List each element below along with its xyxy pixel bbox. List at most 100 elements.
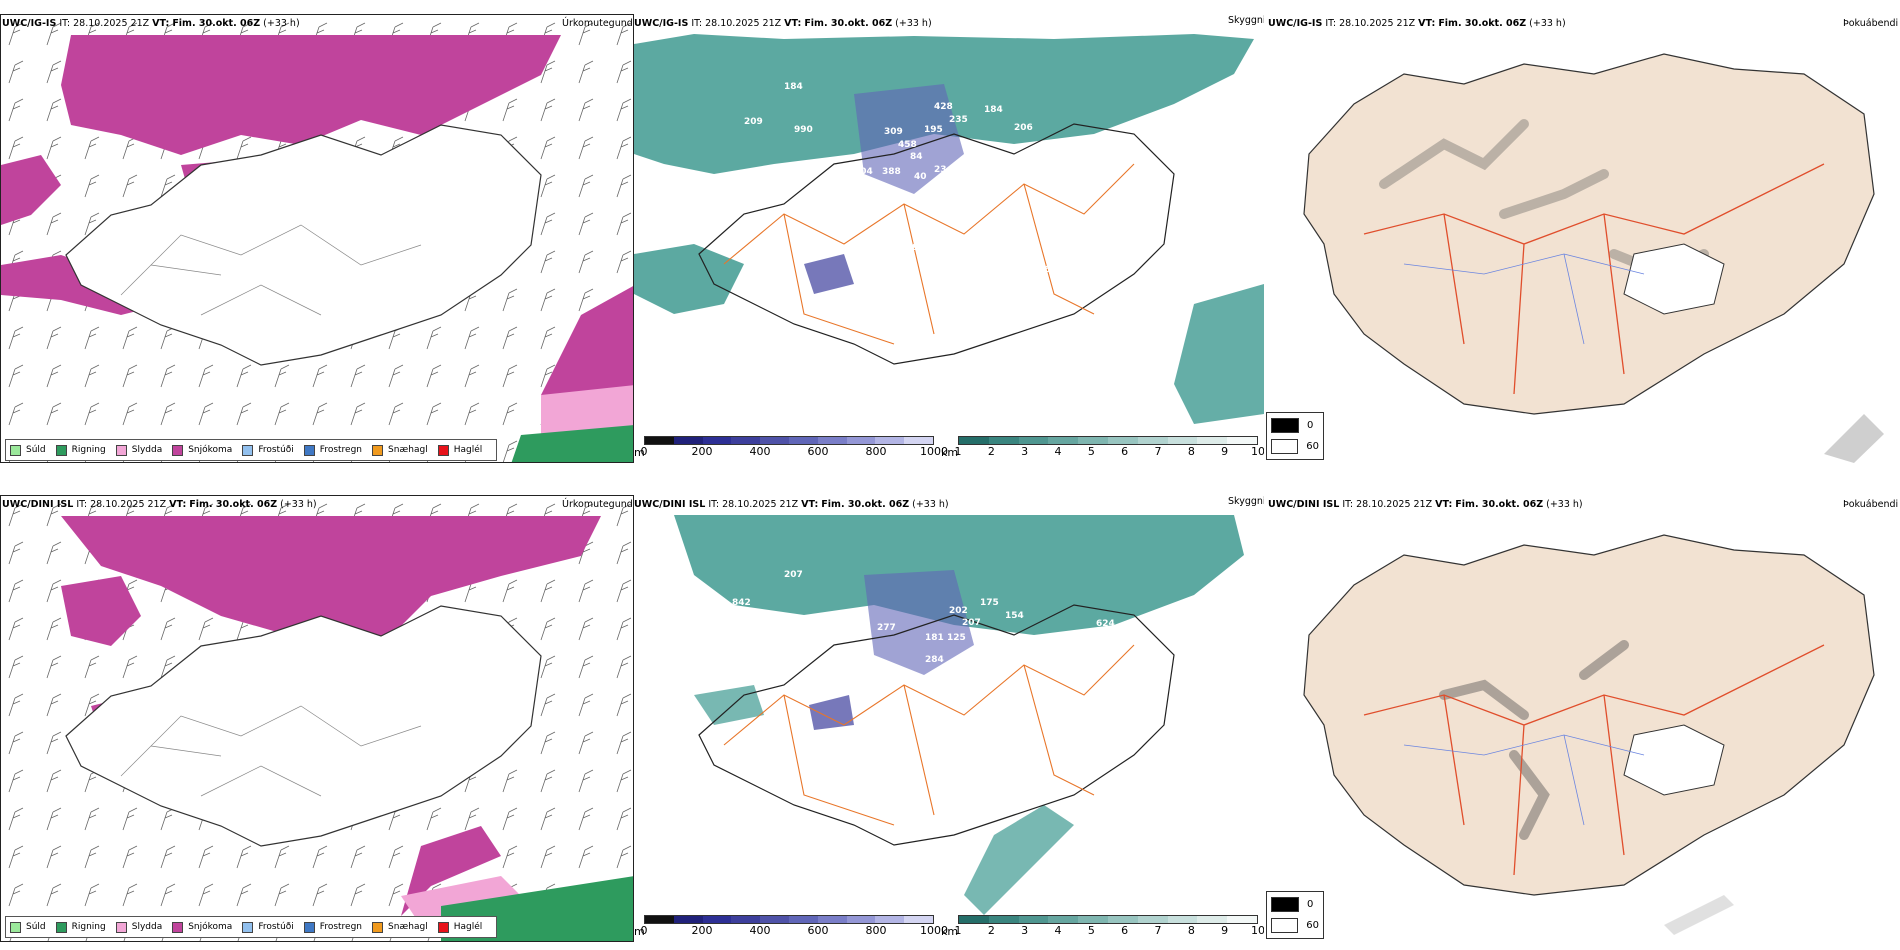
- ceiling-value-label: 199: [954, 192, 973, 202]
- ceiling-value-label: 624: [1096, 619, 1115, 629]
- fog-header-1: UWC/IG-IS IT: 28.10.2025 21Z VT: Fim. 30…: [1268, 18, 1566, 29]
- legend-item-1: Rigning: [55, 444, 106, 456]
- tick-label: 6: [1121, 445, 1129, 458]
- legend-item-5: Frostregn: [303, 921, 363, 933]
- tick-label: 5: [1087, 924, 1095, 937]
- ceiling-value-label: 184: [784, 82, 803, 92]
- fog-swatch-white: [1271, 917, 1299, 933]
- legend-item-4: Frostúði: [242, 921, 294, 933]
- fog-indicator-panel-2: [1264, 495, 1900, 942]
- tick-label: 1: [954, 924, 962, 937]
- legend-item-3: Snjókoma: [172, 921, 233, 933]
- ceiling-value-label: 175: [980, 598, 999, 608]
- ceiling-value-label: 242: [967, 675, 986, 685]
- ceiling-unit-2: m: [634, 925, 645, 938]
- visibility-unit-2: km: [941, 925, 959, 938]
- tick-label: 600: [807, 445, 829, 458]
- ceiling-value-label: 309: [884, 127, 903, 137]
- ceiling-value-label: 206: [1014, 123, 1033, 133]
- precip-map-2: [1, 496, 633, 941]
- legend-item-4: Frostúði: [242, 444, 294, 456]
- legend-item-2: Slydda: [115, 444, 163, 456]
- ceiling-value-label: 140: [906, 242, 925, 252]
- fog-swatch-black: [1271, 896, 1299, 912]
- legend-swatch: [10, 444, 21, 456]
- legend-item-1: Rigning: [55, 921, 106, 933]
- ceiling-value-label: 104: [949, 735, 968, 745]
- tick-label: 0: [640, 924, 648, 937]
- legend-item-7: Haglél: [437, 921, 482, 933]
- fog-indicator-panel-1: [1264, 14, 1900, 463]
- fog-label-high: 60: [1306, 919, 1319, 931]
- ceiling-value-label: 842: [732, 598, 751, 608]
- visibility-title-2: Skyggni: [1228, 496, 1266, 507]
- legend-label: Súld: [26, 922, 46, 932]
- ceiling-value-label: 360: [1038, 265, 1057, 275]
- ceiling-colorbar-2: 0 200 400 600 800 1000: [640, 915, 948, 938]
- ceiling-value-label: 209: [744, 117, 763, 127]
- legend-item-6: Snæhagl: [372, 444, 428, 456]
- tick-label: 10: [1251, 445, 1265, 458]
- legend-label: Frostúði: [258, 922, 294, 932]
- precip-type-legend-2: Súld Rigning Slydda Snjókoma Frostúði Frostre…: [5, 916, 498, 938]
- legend-label: Slydda: [131, 445, 163, 455]
- ceiling-value-label: 154: [1005, 611, 1024, 621]
- fog-map-1: [1303, 53, 1884, 463]
- legend-label: Súld: [26, 445, 46, 455]
- precip-header-1: UWC/IG-IS IT: 28.10.2025 21Z VT: Fim. 30…: [2, 18, 300, 29]
- legend-label: Snæhagl: [388, 445, 428, 455]
- ceiling-value-label: 284: [925, 655, 944, 665]
- visibility-map-1: 184 209 990 309 428 235 184 206 195 458 84 347 504 38…: [634, 34, 1264, 424]
- legend-item-7: Haglél: [437, 444, 482, 456]
- ceiling-value-label: 132: [878, 274, 897, 284]
- tick-label: 1000: [920, 445, 948, 458]
- fog-title-1: Þokuábendi: [1843, 18, 1899, 29]
- ceiling-value-label: 388: [882, 167, 901, 177]
- ceiling-value-label: 235: [949, 115, 968, 125]
- tick-label: 600: [807, 924, 829, 937]
- legend-swatch: [55, 444, 67, 456]
- legend-swatch: [115, 921, 127, 933]
- ceiling-value-label: 339: [862, 187, 881, 197]
- visibility-header-1: UWC/IG-IS IT: 28.10.2025 21Z VT: Fim. 30…: [634, 18, 932, 29]
- ceiling-value-label: 207: [784, 570, 803, 580]
- fog-label-high: 60: [1306, 440, 1319, 452]
- tick-label: 800: [865, 445, 887, 458]
- legend-swatch: [242, 444, 254, 456]
- tick-label: 400: [749, 445, 771, 458]
- tick-label: 6: [1121, 924, 1129, 937]
- tick-label: 2: [987, 445, 995, 458]
- ceiling-value-label: 23: [934, 165, 947, 175]
- visibility-title-1: Skyggni: [1228, 15, 1266, 26]
- precip-type-legend-1: Súld Rigning Slydda Snjókoma Frostúði Frostre…: [5, 439, 498, 461]
- legend-label: Snjókoma: [188, 922, 233, 932]
- ceiling-value-label: 195: [924, 125, 943, 135]
- legend-label: Frostregn: [319, 445, 363, 455]
- tick-label: 3: [1021, 445, 1029, 458]
- legend-swatch: [55, 921, 67, 933]
- visibility-ceiling-panel-1: 184 209 990 309 428 235 184 206 195 458 84 347 504 38…: [634, 14, 1264, 463]
- ceiling-value-label: 106: [899, 243, 918, 253]
- fog-swatch-black: [1271, 417, 1299, 433]
- tick-label: 7: [1154, 445, 1162, 458]
- legend-label: Frostregn: [319, 922, 363, 932]
- legend-item-2: Slydda: [115, 921, 162, 933]
- ceiling-value-label: 218: [988, 650, 1007, 660]
- legend-item-3: Snjókoma: [172, 444, 232, 456]
- ceiling-value-label: 207: [962, 618, 981, 628]
- ceiling-value-label: 118: [882, 734, 901, 744]
- fog-legend-2: 0 60: [1266, 891, 1324, 939]
- fog-map-2: [1303, 534, 1875, 935]
- legend-swatch: [372, 444, 384, 456]
- precip-type-panel-1: Súld Rigning Slydda Snjókoma Frostúði Frostre…: [0, 14, 634, 463]
- tick-label: 800: [865, 924, 887, 937]
- tick-label: 10: [1251, 924, 1265, 937]
- fog-swatch-white: [1271, 438, 1299, 454]
- precip-header-2: UWC/DINI ISL IT: 28.10.2025 21Z VT: Fim.…: [2, 499, 317, 510]
- legend-swatch: [10, 921, 21, 933]
- legend-label: Snæhagl: [388, 922, 428, 932]
- legend-item-0: Súld: [10, 921, 46, 933]
- ceiling-value-label: 84: [910, 152, 923, 162]
- fog-label-low: 0: [1307, 898, 1314, 910]
- fog-title-2: Þokuábendi: [1843, 499, 1899, 510]
